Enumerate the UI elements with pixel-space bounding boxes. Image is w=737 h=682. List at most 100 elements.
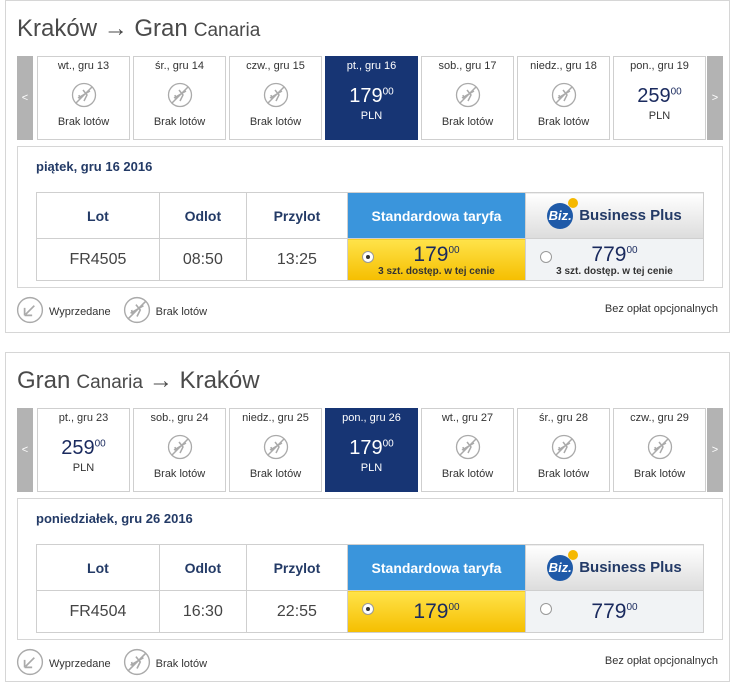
day-status: Brak lotów [249, 116, 302, 128]
title-part: Canaria [193, 20, 261, 41]
flight-number: FR4504 [36, 590, 160, 633]
day-currency: PLN [648, 110, 671, 122]
fare-note: 3 szt. dostęp. w tej cenie [378, 265, 495, 277]
fares-table: Lot Odlot Przylot Standardowa taryfa Biz. Bus… [36, 192, 704, 281]
day-cell[interactable]: pt., gru 23 25900 PLN [37, 408, 130, 492]
fare-price-value: 179 [413, 242, 449, 266]
day-cell[interactable]: czw., gru 29 Brak lotów [613, 408, 706, 492]
day-status: Brak lotów [633, 468, 686, 480]
day-status: Brak lotów [57, 116, 110, 128]
day-cell[interactable]: pon., gru 19 25900 PLN [613, 56, 706, 140]
business-label: Business Plus [579, 206, 682, 224]
business-fare[interactable]: 77900 3 szt. dostęp. w tej cenie [525, 238, 704, 281]
legend-no-flights: Brak lotów [155, 657, 208, 670]
fare-price: 17900 [348, 243, 525, 267]
header-row: Lot Odlot Przylot Standardowa taryfa Biz. Bus… [36, 544, 704, 591]
no-flights-icon [167, 424, 193, 463]
fare-radio[interactable] [362, 603, 374, 615]
standard-fare[interactable]: 17900 3 szt. dostęp. w tej cenie [347, 238, 526, 281]
legend: Wyprzedane Brak lotów [16, 648, 219, 679]
day-currency: PLN [360, 110, 383, 122]
standard-header: Standardowa taryfa [347, 192, 526, 239]
title-part: → Kraków [148, 367, 260, 394]
day-cell[interactable]: czw., gru 15 Brak lotów [229, 56, 322, 140]
day-label: czw., gru 15 [246, 60, 305, 72]
day-cell[interactable]: sob., gru 24 Brak lotów [133, 408, 226, 492]
departure-time: 08:50 [158, 238, 247, 281]
day-cell[interactable]: pt., gru 16 17900 PLN [325, 56, 418, 140]
day-price: 17900 [326, 85, 417, 108]
next-button[interactable]: > [707, 56, 723, 140]
day-status: Brak lotów [537, 468, 590, 480]
day-price: 25900 [38, 437, 129, 460]
day-price-value: 179 [349, 437, 383, 459]
optional-fees: Bez opłat opcjonalnych [604, 655, 718, 667]
day-cell[interactable]: śr., gru 14 Brak lotów [133, 56, 226, 140]
legend: Wyprzedane Brak lotów [16, 296, 219, 327]
day-label: pon., gru 26 [342, 412, 401, 424]
title-part: Canaria [76, 372, 143, 393]
date-heading: poniedziałek, gru 26 2016 [36, 511, 193, 526]
day-price: 17900 [326, 437, 417, 460]
fare-price-value: 179 [413, 599, 449, 623]
next-button[interactable]: > [707, 408, 723, 492]
day-cell[interactable]: wt., gru 27 Brak lotów [421, 408, 514, 492]
day-status: Brak lotów [249, 468, 302, 480]
legend-no-flights: Brak lotów [155, 305, 208, 318]
flight-card: poniedziałek, gru 26 2016 Lot Odlot Przylot… [17, 498, 723, 640]
day-cell[interactable]: sob., gru 17 Brak lotów [421, 56, 514, 140]
arrival-time: 22:55 [245, 590, 349, 633]
title-part: Kraków → Gran [17, 15, 188, 42]
flight-row: FR4504 16:30 22:55 17900 77900 [36, 590, 704, 633]
business-fare[interactable]: 77900 [525, 590, 704, 633]
day-label: wt., gru 13 [57, 60, 110, 72]
day-cell[interactable]: niedz., gru 25 Brak lotów [229, 408, 322, 492]
fare-price: 17900 [348, 600, 525, 624]
no-flights-icon [123, 296, 156, 327]
no-flights-icon [455, 72, 481, 111]
fare-price: 77900 [526, 243, 703, 267]
day-label: wt., gru 27 [441, 412, 494, 424]
day-cell[interactable]: śr., gru 28 Brak lotów [517, 408, 610, 492]
no-flights-icon [551, 72, 577, 111]
header-row: Lot Odlot Przylot Standardowa taryfa Biz. Bus… [36, 192, 704, 239]
day-cell[interactable]: niedz., gru 18 Brak lotów [517, 56, 610, 140]
business-badge: Biz. [547, 197, 579, 229]
flight-section: Gran Canaria → Kraków < > pt., gru 23 25900 PLN… [5, 352, 730, 682]
fare-price-cents: 00 [448, 244, 460, 256]
day-cell[interactable]: pon., gru 26 17900 PLN [325, 408, 418, 492]
day-price-value: 259 [637, 85, 671, 107]
date-strip: < > pt., gru 23 25900 PLN sob., gru 24 Brak lo… [17, 408, 723, 492]
fare-radio[interactable] [540, 251, 552, 263]
day-price-cents: 00 [94, 438, 106, 450]
sold-out-icon [16, 296, 49, 327]
standard-fare[interactable]: 17900 [347, 590, 526, 633]
fare-radio[interactable] [362, 251, 374, 263]
day-label: niedz., gru 18 [530, 60, 597, 72]
business-header: Biz. Business Plus [525, 544, 704, 591]
column-header: Lot [36, 544, 160, 591]
business-badge: Biz. [547, 549, 579, 581]
legend-sold-out: Wyprzedane [49, 657, 111, 670]
column-header: Przylot [245, 544, 349, 591]
column-header: Odlot [158, 192, 247, 239]
fare-radio[interactable] [540, 603, 552, 615]
day-price: 25900 [614, 85, 705, 108]
fare-price-cents: 00 [626, 601, 638, 613]
fare-price-cents: 00 [448, 601, 460, 613]
no-flights-icon [71, 72, 97, 111]
day-price-cents: 00 [670, 86, 682, 98]
prev-button[interactable]: < [17, 408, 33, 492]
fare-note: 3 szt. dostęp. w tej cenie [556, 265, 673, 277]
no-flights-icon [263, 72, 289, 111]
day-label: czw., gru 29 [630, 412, 689, 424]
business-label: Business Plus [579, 558, 682, 576]
day-cell[interactable]: wt., gru 13 Brak lotów [37, 56, 130, 140]
no-flights-icon [455, 424, 481, 463]
prev-button[interactable]: < [17, 56, 33, 140]
standard-header: Standardowa taryfa [347, 544, 526, 591]
day-label: sob., gru 24 [150, 412, 209, 424]
day-label: śr., gru 14 [155, 60, 204, 72]
day-price-cents: 00 [382, 86, 394, 98]
